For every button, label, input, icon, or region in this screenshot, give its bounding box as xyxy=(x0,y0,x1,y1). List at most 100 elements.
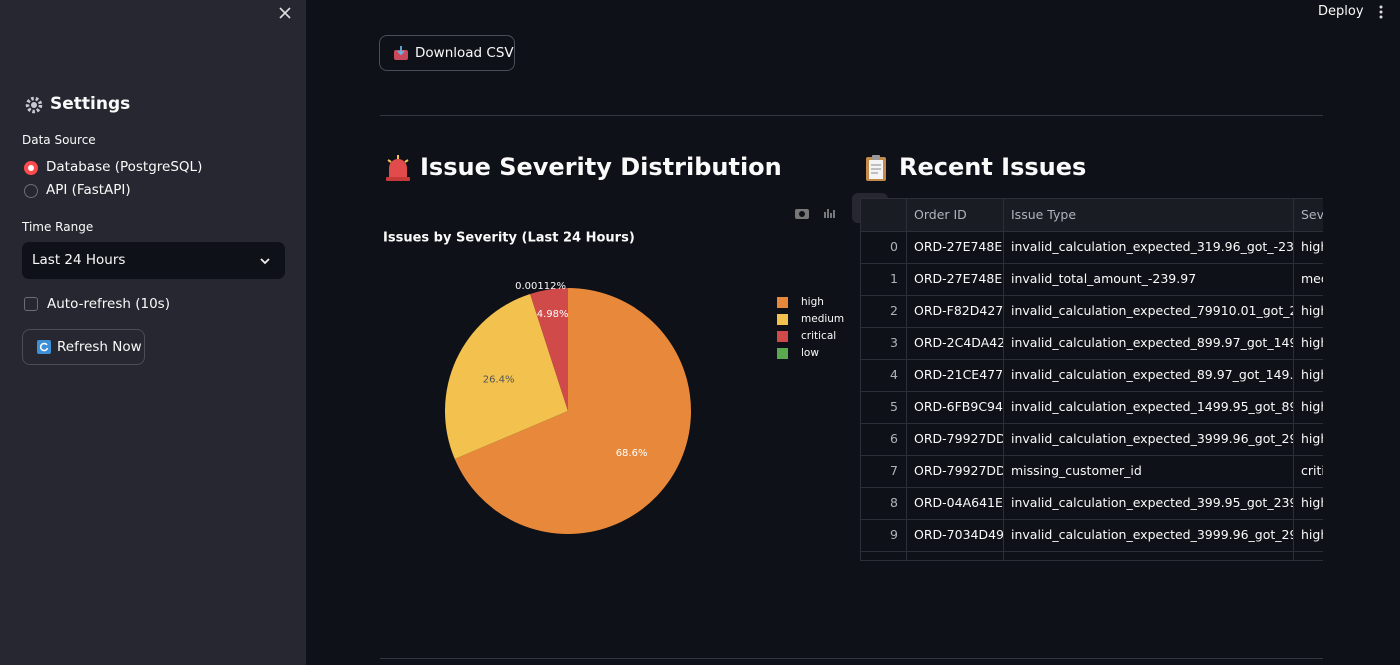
table-row: 1 ORD-27E748EF invalid_total_amount_-239.9… xyxy=(861,263,1323,296)
download-button[interactable]: Download CSV xyxy=(379,35,515,71)
table-cell: ORD-2C4DA42B xyxy=(907,327,1004,359)
table-cell: ORD-04A641E6 xyxy=(907,487,1004,519)
table-cell: ORD-79927DD2 xyxy=(907,455,1004,487)
pie-slice xyxy=(530,288,568,411)
select[interactable]: Last 24 Hours xyxy=(22,242,285,279)
header-cell xyxy=(861,199,907,231)
table-cell: high xyxy=(1294,487,1323,519)
table-cell xyxy=(861,551,907,560)
row-index: 9 xyxy=(861,519,907,551)
table-row: 8 ORD-04A641E6 invalid_calculation_expecte… xyxy=(861,487,1323,520)
table-cell: missing_customer_id xyxy=(1004,455,1294,487)
table-cell: high xyxy=(1294,391,1323,423)
table-cell: high xyxy=(1294,359,1323,391)
table-row: 2 ORD-F82D427A invalid_calculation_expecte… xyxy=(861,295,1323,328)
table-cell: invalid_calculation_expected_399.95_got_… xyxy=(1004,487,1294,519)
button-label: Download CSV xyxy=(415,45,514,61)
row-index: 1 xyxy=(861,263,907,295)
table-cell xyxy=(1004,551,1294,560)
chart-title: Issues by Severity (Last 24 Hours) xyxy=(383,231,635,246)
table-cell: high xyxy=(1294,231,1323,263)
table-cell: invalid_calculation_expected_1499.95_got… xyxy=(1004,391,1294,423)
divider xyxy=(380,115,1323,116)
row-index: 7 xyxy=(861,455,907,487)
data-source-label: Data Source xyxy=(22,133,96,147)
section-heading: Recent Issues xyxy=(899,153,1087,181)
table-cell: ORD-27E748EF xyxy=(907,231,1004,263)
table-cell: high xyxy=(1294,519,1323,551)
table-cell: ORD-21CE4778 xyxy=(907,359,1004,391)
table-cell: invalid_calculation_expected_89.97_got_1… xyxy=(1004,359,1294,391)
sidebar: Settings Data Source Database (PostgreSQ… xyxy=(0,0,306,665)
table-row: 3 ORD-2C4DA42B invalid_calculation_expecte… xyxy=(861,327,1323,360)
slice-label: 0.00112% xyxy=(515,281,566,292)
gear-icon xyxy=(25,96,43,114)
table-cell: ORD-F82D427A xyxy=(907,295,1004,327)
header-cell: Severity xyxy=(1294,199,1323,231)
checkbox[interactable] xyxy=(24,297,38,311)
table-row: 6 ORD-79927DD2 invalid_calculation_expecte… xyxy=(861,423,1323,456)
table-cell: invalid_calculation_expected_3999.96_got… xyxy=(1004,519,1294,551)
legend-label: medium xyxy=(801,313,844,325)
table-cell: invalid_calculation_expected_79910.01_go… xyxy=(1004,295,1294,327)
chevron xyxy=(260,258,270,265)
settings-title: Settings xyxy=(50,94,131,114)
row-index: 3 xyxy=(861,327,907,359)
select-value: Last 24 Hours xyxy=(32,252,126,268)
header-cell: Order ID xyxy=(907,199,1004,231)
time-range-label: Time Range xyxy=(22,220,94,234)
close-icon[interactable] xyxy=(277,5,293,21)
radio-option[interactable]: Database (PostgreSQL) xyxy=(46,159,203,175)
table-cell: ORD-79927DD2 xyxy=(907,423,1004,455)
table-cell: invalid_total_amount_-239.97 xyxy=(1004,263,1294,295)
clipboard-icon xyxy=(866,155,886,181)
table-row: 5 ORD-6FB9C94B invalid_calculation_expecte… xyxy=(861,391,1323,424)
legend-label: low xyxy=(801,347,819,359)
slice-label: 68.6% xyxy=(616,448,648,459)
row-index: 6 xyxy=(861,423,907,455)
row-index: 0 xyxy=(861,231,907,263)
table-row: 9 ORD-7034D49B invalid_calculation_expecte… xyxy=(861,519,1323,552)
header-cell: Issue Type xyxy=(1004,199,1294,231)
table-cell: invalid_calculation_expected_3999.96_got… xyxy=(1004,423,1294,455)
table-cell: invalid_calculation_expected_899.97_got_… xyxy=(1004,327,1294,359)
radio-option[interactable]: API (FastAPI) xyxy=(46,182,131,198)
row-index: 4 xyxy=(861,359,907,391)
row-index: 2 xyxy=(861,295,907,327)
menu-icon[interactable] xyxy=(1376,4,1386,20)
refresh-icon xyxy=(37,340,51,354)
legend-label: critical xyxy=(801,330,836,342)
table-cell: critical xyxy=(1294,455,1323,487)
legend-swatch xyxy=(777,348,788,359)
table-cell: invalid_calculation_expected_319.96_got_… xyxy=(1004,231,1294,263)
row-index: 8 xyxy=(861,487,907,519)
table-cell: high xyxy=(1294,295,1323,327)
modebar[interactable] xyxy=(795,209,835,219)
deploy-button[interactable]: Deploy xyxy=(1318,4,1364,19)
table-cell: ORD-27E748EF xyxy=(907,263,1004,295)
siren-icon xyxy=(386,155,410,181)
table-cell: ORD-7034D49B xyxy=(907,519,1004,551)
chart: Issues by Severity (Last 24 Hours) 68.6%… xyxy=(383,209,844,534)
legend-swatch xyxy=(777,314,788,325)
slice-label: 4.98% xyxy=(537,309,569,320)
checkbox-label[interactable]: Auto-refresh (10s) xyxy=(47,296,170,312)
section-heading: Issue Severity Distribution xyxy=(420,153,782,181)
pie-slice xyxy=(454,288,691,534)
table-cell: high xyxy=(1294,327,1323,359)
divider xyxy=(380,658,1323,659)
legend-swatch xyxy=(777,331,788,342)
button-label: Refresh Now xyxy=(57,339,142,355)
refresh-button[interactable]: Refresh Now xyxy=(22,329,145,365)
table-row xyxy=(861,551,1323,560)
radio-selected[interactable] xyxy=(23,160,39,176)
radio[interactable] xyxy=(23,183,39,199)
table-row: 4 ORD-21CE4778 invalid_calculation_expecte… xyxy=(861,359,1323,392)
table-row: 0 ORD-27E748EF invalid_calculation_expecte… xyxy=(861,231,1323,264)
row-index: 5 xyxy=(861,391,907,423)
table-cell: ORD-6FB9C94B xyxy=(907,391,1004,423)
